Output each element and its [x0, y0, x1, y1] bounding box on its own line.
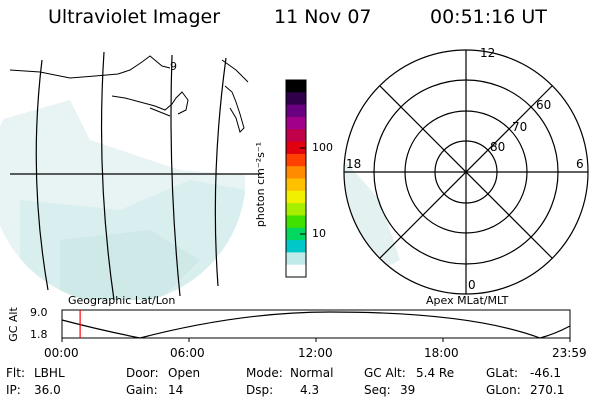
- dsp-label: Dsp:: [246, 383, 274, 397]
- colorbar-stripe: [286, 178, 306, 192]
- door-label: Door:: [126, 366, 159, 380]
- timeline-frame: [61, 309, 571, 339]
- colorbar-stripe: [286, 227, 306, 241]
- timeline-y-tick-low: 1.8: [30, 328, 48, 341]
- gcalt-value: 5.4 Re: [416, 366, 455, 380]
- glon-label: GLon:: [486, 383, 521, 397]
- colorbar-stripe: [286, 215, 306, 229]
- colorbar-stripe: [286, 166, 306, 179]
- mode-label: Mode:: [246, 366, 283, 380]
- glat-value: -46.1: [530, 366, 562, 380]
- colorbar-stripe: [286, 129, 306, 143]
- mode-value: Normal: [290, 366, 334, 380]
- mlt-label-12: 12: [480, 46, 496, 60]
- colorbar-tick-label-10: 10: [312, 227, 326, 240]
- polar-diagonal-2: [379, 85, 553, 259]
- flt-value: LBHL: [34, 366, 65, 380]
- timeline-x-tick-label-0: 00:00: [44, 346, 79, 360]
- gcalt-label: GC Alt:: [364, 366, 406, 380]
- timeline-y-tick-high: 9.0: [30, 306, 48, 319]
- timeline-x-tick-label-1: 06:00: [170, 346, 205, 360]
- seq-label: Seq:: [364, 383, 391, 397]
- mlt-label-0: 0: [468, 278, 476, 292]
- meridian-label: 9: [170, 60, 177, 73]
- timeline-x-tick-label-2: 12:00: [298, 346, 333, 360]
- gain-value: 14: [168, 383, 184, 397]
- colorbar-stripe: [286, 252, 306, 266]
- ip-label: IP:: [6, 383, 21, 397]
- colorbar-stripe: [286, 264, 306, 278]
- flt-label: Flt:: [6, 366, 25, 380]
- seq-value: 39: [400, 383, 416, 397]
- date-label: 11 Nov 07: [274, 6, 372, 28]
- ip-value: 36.0: [34, 383, 61, 397]
- glat-label: GLat:: [486, 366, 519, 380]
- mlt-label-18: 18: [346, 157, 362, 171]
- colorbar-stripe: [286, 80, 306, 93]
- timeline-x-tick-label-3: 18:00: [424, 346, 459, 360]
- colorbar-frame: [285, 79, 307, 278]
- coastline: [9, 55, 249, 133]
- colorbar-tick-label-100: 100: [312, 141, 333, 154]
- glon-value: 270.1: [530, 383, 565, 397]
- colorbar-stripe: [286, 104, 306, 118]
- altitude-curve: [61, 311, 571, 339]
- gain-label: Gain:: [126, 383, 158, 397]
- instrument-title: Ultraviolet Imager: [48, 6, 221, 28]
- aurora-emission-area: [0, 100, 245, 300]
- colorbar-stripe: [286, 153, 306, 167]
- lat-label-60: 60: [536, 98, 552, 112]
- door-value: Open: [168, 366, 201, 380]
- colorbar-stripe: [286, 141, 306, 155]
- colorbar-gradient: [286, 80, 306, 278]
- colorbar-stripe: [286, 203, 306, 216]
- dsp-value: 4.3: [300, 383, 320, 397]
- colorbar-stripe: [286, 240, 306, 253]
- lat-label-70: 70: [512, 120, 528, 134]
- colorbar-stripe: [286, 190, 306, 204]
- timeline-x-tick-label-4: 23:59: [552, 346, 587, 360]
- lat-label-80: 80: [490, 140, 506, 154]
- timeline-y-label: GC Alt: [6, 307, 20, 342]
- colorbar-stripe: [286, 116, 306, 130]
- mlt-label-6: 6: [576, 157, 584, 171]
- colorbar-stripe: [286, 92, 306, 106]
- polar-caption: Apex MLat/MLT: [426, 294, 509, 307]
- geo-caption: Geographic Lat/Lon: [68, 294, 176, 307]
- time-label: 00:51:16 UT: [430, 6, 547, 28]
